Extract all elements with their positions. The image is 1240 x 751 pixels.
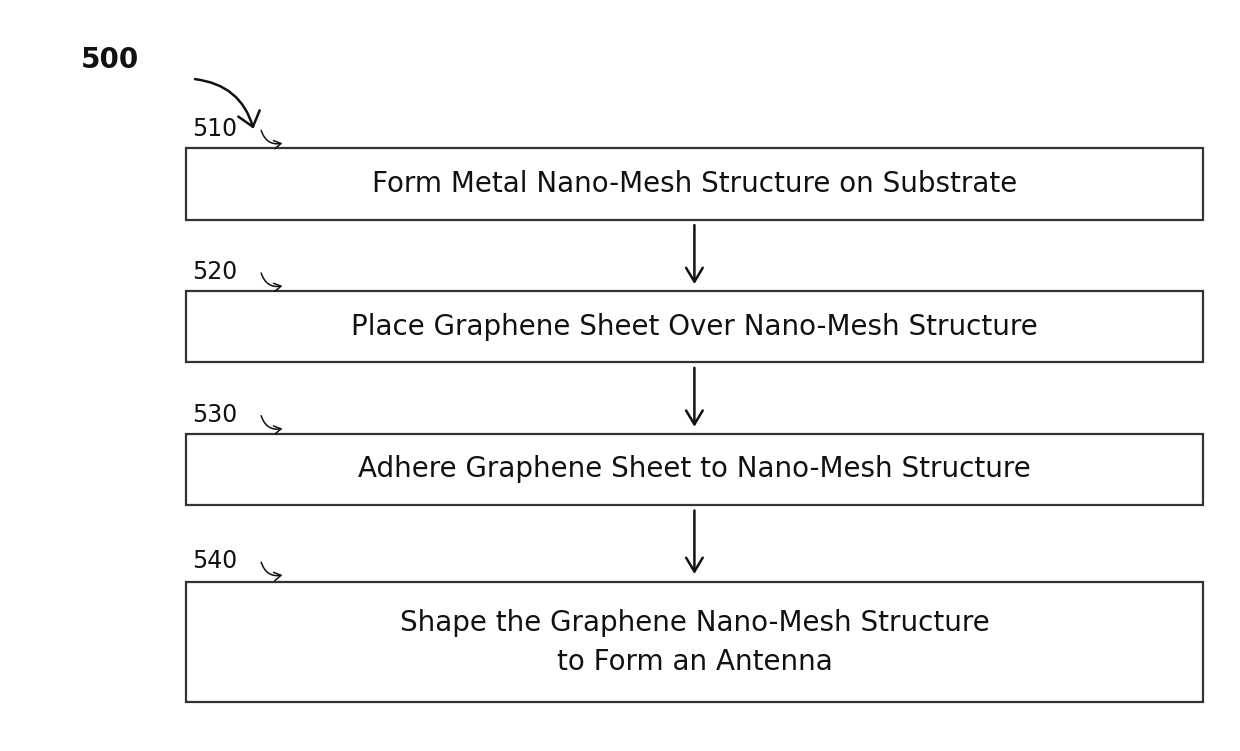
Text: 510: 510 <box>192 117 237 141</box>
Text: 500: 500 <box>81 46 139 74</box>
Text: 540: 540 <box>192 549 237 573</box>
FancyBboxPatch shape <box>186 291 1203 363</box>
Text: Form Metal Nano-Mesh Structure on Substrate: Form Metal Nano-Mesh Structure on Substr… <box>372 170 1017 198</box>
FancyBboxPatch shape <box>186 433 1203 505</box>
Text: Shape the Graphene Nano-Mesh Structure
to Form an Antenna: Shape the Graphene Nano-Mesh Structure t… <box>399 608 990 676</box>
FancyArrowPatch shape <box>262 562 281 581</box>
Text: 530: 530 <box>192 403 237 427</box>
Text: Adhere Graphene Sheet to Nano-Mesh Structure: Adhere Graphene Sheet to Nano-Mesh Struc… <box>358 455 1030 484</box>
FancyArrowPatch shape <box>686 225 703 282</box>
FancyBboxPatch shape <box>186 582 1203 702</box>
FancyBboxPatch shape <box>186 148 1203 219</box>
FancyArrowPatch shape <box>686 511 703 572</box>
FancyArrowPatch shape <box>262 273 281 291</box>
Text: 520: 520 <box>192 260 237 284</box>
FancyArrowPatch shape <box>686 368 703 424</box>
Text: Place Graphene Sheet Over Nano-Mesh Structure: Place Graphene Sheet Over Nano-Mesh Stru… <box>351 312 1038 341</box>
FancyArrowPatch shape <box>262 131 281 149</box>
FancyArrowPatch shape <box>262 416 281 434</box>
FancyArrowPatch shape <box>195 79 259 127</box>
